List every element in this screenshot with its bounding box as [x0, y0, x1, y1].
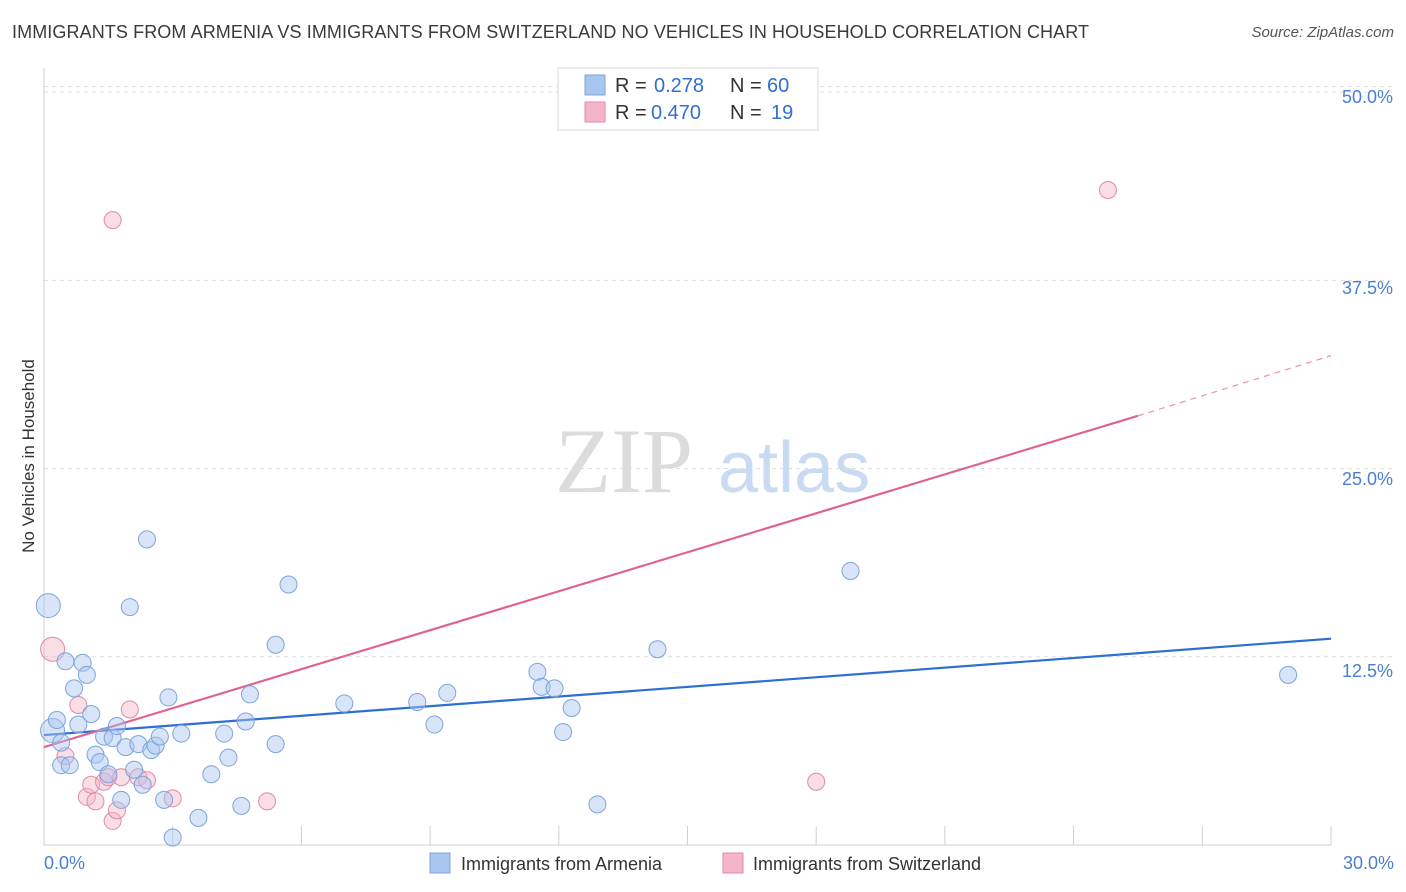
chart-title: IMMIGRANTS FROM ARMENIA VS IMMIGRANTS FR…	[12, 22, 1090, 42]
data-point-armenia	[60, 756, 79, 775]
bottom-legend-label-armenia: Immigrants from Armenia	[461, 854, 663, 874]
data-point-armenia	[545, 679, 564, 698]
data-point-armenia	[215, 724, 234, 743]
watermark-zip: ZIP	[555, 410, 693, 512]
legend-n-switzerland: 19	[771, 102, 793, 124]
legend-r-label-armenia: R =	[615, 75, 647, 97]
data-point-armenia	[438, 683, 457, 702]
data-point-armenia	[73, 653, 92, 672]
data-point-armenia	[335, 694, 354, 713]
data-point-armenia	[137, 530, 156, 549]
data-point-armenia	[133, 775, 152, 794]
data-point-switzerland	[56, 747, 75, 766]
data-point-armenia	[202, 765, 221, 784]
data-point-switzerland	[103, 811, 122, 830]
x-tick-label-max: 30.0%	[1343, 853, 1394, 873]
data-point-armenia	[172, 724, 191, 743]
data-point-armenia	[408, 692, 427, 711]
legend-n-armenia: 60	[767, 75, 789, 97]
data-point-armenia	[112, 790, 131, 809]
data-point-armenia	[219, 748, 238, 767]
trendline-switzerland	[43, 414, 1139, 749]
data-point-switzerland	[77, 787, 96, 806]
legend-r-switzerland: 0.470	[651, 102, 701, 124]
legend-swatch-armenia	[584, 74, 606, 96]
stats-legend: R = 0.278 N = 60 R = 0.470 N = 19	[557, 67, 819, 131]
data-point-armenia	[125, 760, 144, 779]
y-tick-label-25: 25.0%	[1342, 469, 1393, 489]
data-point-armenia	[279, 575, 298, 594]
data-point-armenia	[146, 736, 165, 755]
data-point-switzerland	[103, 211, 122, 230]
legend-n-label-switzerland: N =	[730, 102, 762, 124]
data-point-switzerland	[86, 792, 105, 811]
legend-r-armenia: 0.278	[654, 75, 704, 97]
data-point-armenia	[65, 679, 84, 698]
bottom-legend-swatch-switzerland	[722, 852, 744, 874]
y-tick-label-12-5: 12.5%	[1342, 661, 1393, 681]
data-point-armenia	[155, 790, 174, 809]
data-point-armenia	[159, 688, 178, 707]
data-point-armenia	[107, 717, 126, 736]
chart-source: Source: ZipAtlas.com	[1251, 24, 1394, 41]
data-point-switzerland	[258, 792, 277, 811]
data-point-switzerland	[120, 700, 139, 719]
data-point-armenia	[554, 723, 573, 742]
data-point-switzerland	[107, 801, 126, 820]
data-point-switzerland	[807, 772, 826, 791]
data-point-armenia	[588, 795, 607, 814]
data-point-armenia	[99, 765, 118, 784]
data-point-armenia	[240, 685, 259, 704]
data-point-armenia	[528, 662, 547, 681]
data-point-armenia	[103, 729, 122, 748]
data-point-armenia	[69, 715, 88, 734]
data-point-armenia	[47, 711, 66, 730]
data-point-switzerland	[69, 695, 88, 714]
data-point-armenia	[562, 698, 581, 717]
data-point-armenia	[120, 598, 139, 617]
data-point-armenia	[163, 828, 182, 847]
data-point-armenia	[232, 796, 251, 815]
legend-r-label-switzerland: R =	[615, 102, 647, 124]
data-point-armenia	[77, 665, 96, 684]
data-point-armenia	[841, 561, 860, 580]
data-point-armenia	[52, 733, 71, 752]
data-point-armenia	[648, 640, 667, 659]
data-point-armenia	[82, 704, 101, 723]
data-point-armenia	[35, 593, 61, 619]
data-point-armenia	[189, 808, 208, 827]
data-point-armenia	[266, 635, 285, 654]
data-point-armenia	[532, 677, 551, 696]
trendline-armenia	[43, 637, 1332, 737]
x-tick-label-min: 0.0%	[44, 853, 85, 873]
data-point-armenia	[266, 735, 285, 754]
bottom-legend-label-switzerland: Immigrants from Switzerland	[753, 854, 981, 874]
data-point-switzerland	[1098, 180, 1117, 199]
y-axis-label: No Vehicles in Household	[19, 359, 38, 553]
y-tick-label-50: 50.0%	[1342, 87, 1393, 107]
y-tick-label-37-5: 37.5%	[1342, 278, 1393, 298]
data-point-armenia	[425, 715, 444, 734]
bottom-legend-swatch-armenia	[429, 852, 451, 874]
data-point-armenia	[56, 652, 75, 671]
series-legend: Immigrants from Armenia Immigrants from …	[429, 852, 981, 874]
data-point-armenia	[236, 712, 255, 731]
legend-swatch-switzerland	[584, 101, 606, 123]
data-point-armenia	[1279, 665, 1298, 684]
watermark-atlas: atlas	[718, 428, 870, 508]
trendline-switzerland-extension	[1137, 355, 1332, 417]
data-point-switzerland	[40, 636, 66, 662]
data-point-armenia	[150, 727, 169, 746]
legend-n-label-armenia: N =	[730, 75, 762, 97]
